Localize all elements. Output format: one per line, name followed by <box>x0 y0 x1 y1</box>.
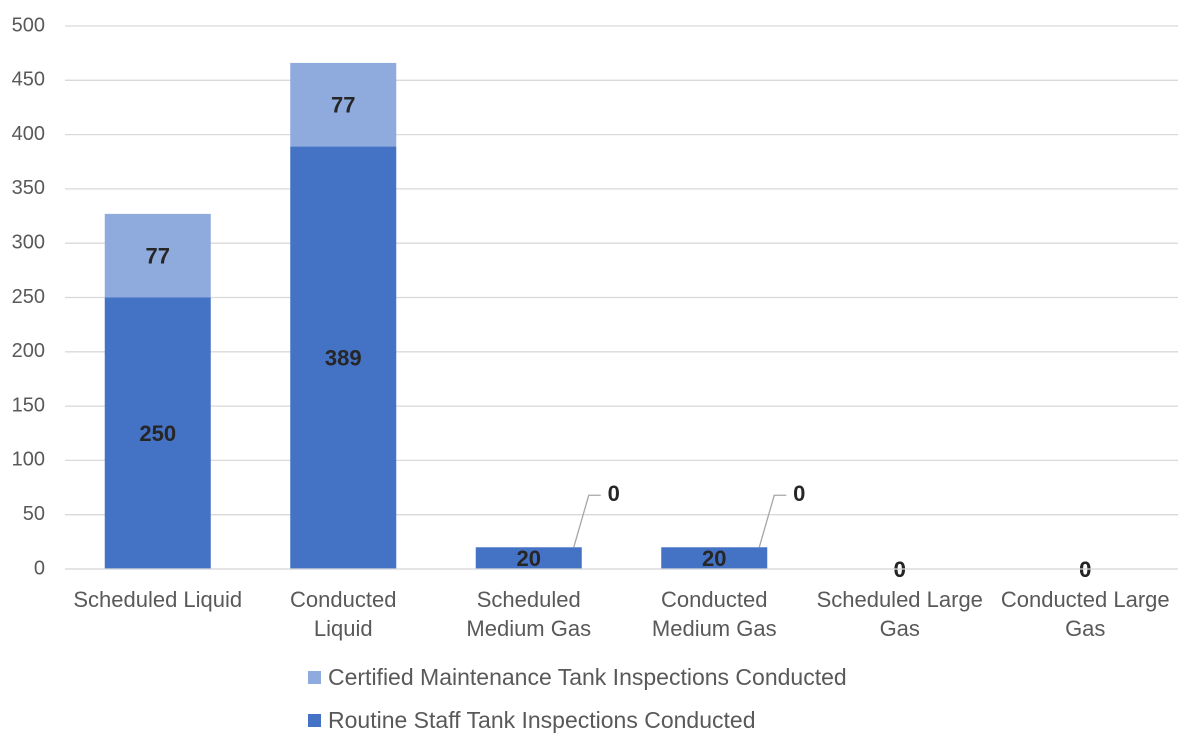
y-tick-label: 100 <box>12 449 45 471</box>
bar-segment <box>290 146 397 569</box>
data-label: 20 <box>517 546 541 571</box>
bar-segment <box>661 547 768 569</box>
data-label: 77 <box>146 244 170 269</box>
y-tick-label: 200 <box>12 340 45 362</box>
bar-segment <box>290 62 397 147</box>
legend-swatch <box>308 714 321 727</box>
label-leader <box>758 494 787 548</box>
bar-segment <box>104 297 211 569</box>
y-tick-label: 300 <box>12 231 45 253</box>
bar-segment <box>475 547 582 569</box>
x-tick-label: Conducted Liquid <box>290 587 397 641</box>
x-tick-label: Scheduled Liquid <box>73 587 243 612</box>
data-label: 389 <box>325 346 362 371</box>
x-tick-label: Conducted Large Gas <box>1000 587 1170 641</box>
data-label: 0 <box>793 481 805 506</box>
y-tick-label: 400 <box>12 123 45 145</box>
x-tick-label: Scheduled Medium Gas <box>466 587 592 641</box>
y-tick-label: 150 <box>12 394 45 416</box>
legend-label: Routine Staff Tank Inspections Conducted <box>328 707 756 733</box>
legend-item: Routine Staff Tank Inspections Conducted <box>308 707 756 734</box>
data-label: 0 <box>608 481 620 506</box>
data-label: 77 <box>331 93 355 118</box>
y-tick-label: 50 <box>23 503 45 525</box>
x-tick-label: Conducted Medium Gas <box>651 587 777 641</box>
label-leader <box>573 494 601 548</box>
legend-item: Certified Maintenance Tank Inspections C… <box>308 664 847 691</box>
x-tick-label: Scheduled Large Gas <box>816 587 983 641</box>
y-tick-label: 350 <box>12 177 45 199</box>
y-tick-label: 450 <box>12 69 45 91</box>
legend-label: Certified Maintenance Tank Inspections C… <box>328 664 847 690</box>
legend-swatch <box>308 671 321 684</box>
y-tick-label: 250 <box>12 286 45 308</box>
y-tick-label: 500 <box>12 14 45 36</box>
data-label: 20 <box>702 546 726 571</box>
bar-segment <box>104 213 211 298</box>
data-label: 250 <box>139 421 176 446</box>
y-tick-label: 0 <box>34 557 45 579</box>
